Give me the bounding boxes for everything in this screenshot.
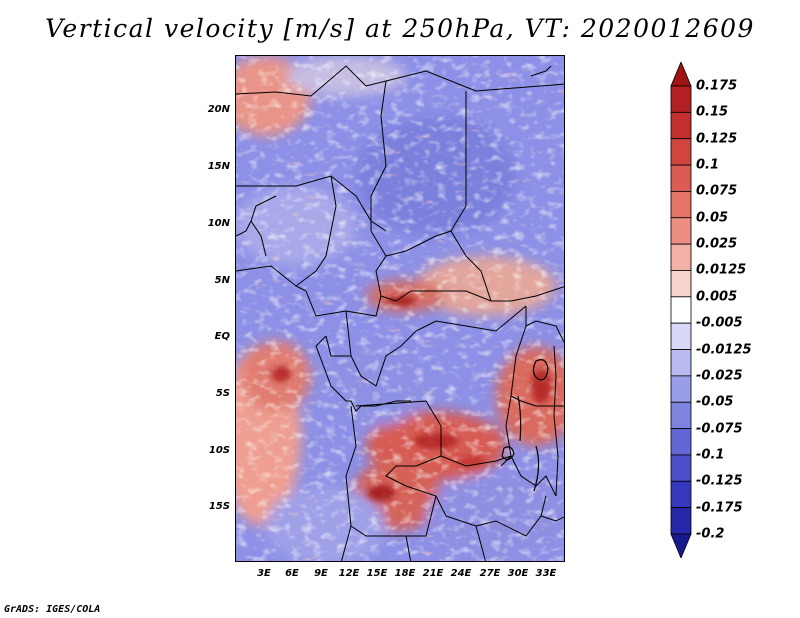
lat-label-10n: 10N bbox=[207, 218, 230, 229]
colorbar-label: -0.05 bbox=[696, 394, 734, 410]
colorbar-bin bbox=[670, 270, 692, 298]
lon-label-15e: 15E bbox=[366, 568, 388, 579]
lat-label-5s: 5S bbox=[215, 388, 230, 399]
map-panel bbox=[235, 55, 565, 562]
lakes bbox=[501, 359, 549, 492]
colorbar-label: 0.075 bbox=[696, 183, 738, 199]
lat-label-10s: 10S bbox=[208, 445, 230, 456]
lat-label-20n: 20N bbox=[207, 104, 230, 115]
colorbar-label: 0.175 bbox=[696, 78, 738, 94]
lon-label-18e: 18E bbox=[394, 568, 416, 579]
colorbar-label: 0.1 bbox=[696, 157, 720, 173]
colorbar-label: -0.125 bbox=[696, 473, 743, 489]
lat-label-15n: 15N bbox=[207, 161, 230, 172]
colorbar-label: -0.075 bbox=[696, 421, 743, 437]
colorbar-bin bbox=[670, 454, 692, 482]
colorbar-label: 0.025 bbox=[696, 236, 738, 252]
colorbar-bin bbox=[670, 480, 692, 509]
colorbar-bin bbox=[670, 191, 692, 219]
colorbar-bin bbox=[670, 111, 692, 140]
colorbar-label: -0.0125 bbox=[696, 342, 752, 358]
colorbar-bin bbox=[670, 217, 692, 245]
colorbar-bin bbox=[670, 164, 692, 192]
colorbar-bin bbox=[670, 401, 692, 429]
colorbar-bin bbox=[670, 85, 692, 113]
colorbar-bin bbox=[670, 243, 692, 271]
colorbar-label: 0.125 bbox=[696, 131, 738, 147]
lon-label-12e: 12E bbox=[338, 568, 360, 579]
lon-label-30e: 30E bbox=[507, 568, 529, 579]
colorbar-bin bbox=[670, 138, 692, 166]
lat-label-eq: EQ bbox=[214, 331, 230, 342]
colorbar-label: -0.175 bbox=[696, 500, 743, 516]
colorbar-label: 0.05 bbox=[696, 210, 729, 226]
colorbar-bin bbox=[670, 533, 692, 558]
colorbar-label: -0.1 bbox=[696, 447, 725, 463]
colorbar-bin bbox=[670, 62, 692, 87]
colorbar bbox=[670, 62, 692, 558]
lon-label-27e: 27E bbox=[479, 568, 501, 579]
lat-label-5n: 5N bbox=[214, 275, 230, 286]
lon-label-6e: 6E bbox=[285, 568, 299, 579]
chart-title: Vertical velocity [m/s] at 250hPa, VT: 2… bbox=[45, 14, 755, 43]
colorbar-bin bbox=[670, 428, 692, 456]
field-texture-red bbox=[236, 56, 564, 561]
colorbar-bin bbox=[670, 296, 692, 324]
colorbar-bin bbox=[670, 322, 692, 350]
colorbar-label: 0.005 bbox=[696, 289, 738, 305]
colorbar-bin bbox=[670, 349, 692, 377]
colorbar-label: 0.15 bbox=[696, 104, 729, 120]
lat-label-15s: 15S bbox=[208, 501, 230, 512]
colorbar-label: -0.025 bbox=[696, 368, 743, 384]
lon-label-33e: 33E bbox=[535, 568, 557, 579]
colorbar-label: 0.0125 bbox=[696, 262, 747, 278]
vertical-velocity-field bbox=[236, 56, 564, 561]
lon-label-24e: 24E bbox=[450, 568, 472, 579]
lon-label-3e: 3E bbox=[257, 568, 271, 579]
lon-label-21e: 21E bbox=[422, 568, 444, 579]
colorbar-bin bbox=[670, 507, 692, 535]
country-borders bbox=[236, 65, 564, 561]
grads-credit: GrADS: IGES/COLA bbox=[4, 604, 101, 615]
colorbar-label: -0.005 bbox=[696, 315, 743, 331]
colorbar-label: -0.2 bbox=[696, 526, 725, 542]
lon-label-9e: 9E bbox=[314, 568, 328, 579]
colorbar-bin bbox=[670, 375, 692, 403]
